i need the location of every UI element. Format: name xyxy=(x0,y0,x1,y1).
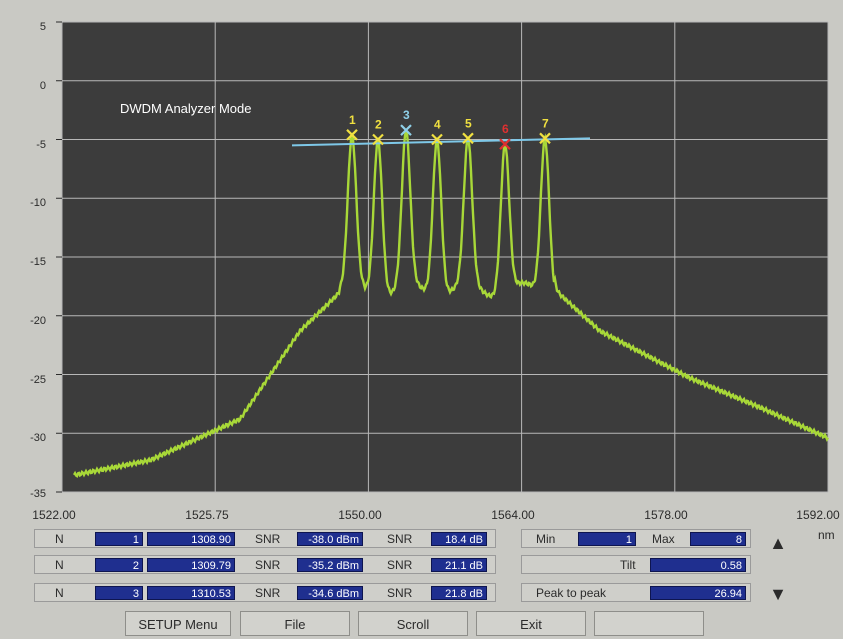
arrow-up-button[interactable]: ▲ xyxy=(769,533,787,553)
peak-to-peak-value: 26.94 xyxy=(650,586,746,600)
peak-marker: 2 xyxy=(372,118,384,146)
peak-marker-label: 4 xyxy=(434,118,441,132)
peak-marker-cross xyxy=(499,138,511,150)
peak-marker-cross xyxy=(539,132,551,145)
min-max-row[interactable]: Min 1 Max 8 xyxy=(521,529,751,548)
peak-marker-cross xyxy=(431,133,443,146)
channel-power: -38.0 dBm xyxy=(297,532,363,546)
peak-marker-cross xyxy=(372,133,384,146)
x-unit-label: nm xyxy=(818,528,835,542)
blank-button[interactable] xyxy=(594,611,704,636)
peak-marker: 3 xyxy=(400,108,412,136)
mode-label: DWDM Analyzer Mode xyxy=(120,101,251,116)
channel-number: 1 xyxy=(95,532,143,546)
tilt-row[interactable]: Tilt 0.58 xyxy=(521,555,751,574)
channel-row[interactable]: N 3 : 1310.53 SNR -34.6 dBm SNR 21.8 dB xyxy=(34,583,496,602)
peak-marker-label: 5 xyxy=(465,116,472,130)
y-tick-label: -35 xyxy=(30,488,46,500)
min-value: 1 xyxy=(578,532,636,546)
channel-n-label: N xyxy=(55,532,64,546)
x-tick-label: 1525.75 xyxy=(185,508,229,522)
peak-to-peak-row[interactable]: Peak to peak 26.94 xyxy=(521,583,751,602)
peak-marker-label: 1 xyxy=(349,113,356,127)
peak-marker-label: 2 xyxy=(375,118,382,132)
x-tick-label: 1578.00 xyxy=(644,508,688,522)
peak-marker-cross xyxy=(346,129,358,141)
peak-marker-cross xyxy=(462,132,474,145)
spectrum-trace xyxy=(72,128,830,478)
peak-marker-label: 3 xyxy=(403,108,410,122)
peak-to-peak-label: Peak to peak xyxy=(536,586,607,600)
x-tick-label: 1592.00 xyxy=(796,508,840,522)
snr-label: SNR xyxy=(255,532,281,546)
y-tick-label: -25 xyxy=(30,374,46,386)
channel-wavelength: 1310.53 xyxy=(147,586,235,600)
channel-row[interactable]: N 2 : 1309.79 SNR -35.2 dBm SNR 21.1 dB xyxy=(34,555,496,574)
peak-marker: 1 xyxy=(346,113,358,141)
snr-label: SNR xyxy=(387,558,413,572)
channel-number: 2 xyxy=(95,558,143,572)
x-tick-label: 1550.00 xyxy=(338,508,382,522)
peak-marker: 4 xyxy=(431,118,443,146)
spectrum-plot: 1 2 3 4 5 6 7 DWDM Analyzer Mode 5 0 -5 -10 -1… xyxy=(30,21,840,542)
reference-line xyxy=(291,137,591,147)
y-tick-label: -10 xyxy=(30,197,46,209)
tilt-value: 0.58 xyxy=(650,558,746,572)
channel-row[interactable]: N 1 : 1308.90 SNR -38.0 dBm SNR 18.4 dB xyxy=(34,529,496,548)
x-tick-label: 1564.00 xyxy=(491,508,535,522)
y-tick-label: 5 xyxy=(39,21,46,33)
snr-label: SNR xyxy=(255,558,281,572)
channel-wavelength: 1309.79 xyxy=(147,558,235,572)
max-value: 8 xyxy=(690,532,746,546)
channel-power: -35.2 dBm xyxy=(297,558,363,572)
peak-marker: 7 xyxy=(539,116,551,145)
channel-snr: 21.8 dB xyxy=(431,586,487,600)
exit-button[interactable]: Exit xyxy=(476,611,586,636)
y-tick-label: -15 xyxy=(30,256,46,268)
x-tick-label: 1522.00 xyxy=(32,508,76,522)
tilt-label: Tilt xyxy=(620,558,636,572)
snr-label: SNR xyxy=(255,586,281,600)
file-button[interactable]: File xyxy=(240,611,350,636)
spectrum-chart: 1 2 3 4 5 6 7 DWDM Analyzer Mode xyxy=(56,21,830,493)
max-label: Max xyxy=(652,532,675,546)
y-tick-label: 0 xyxy=(39,80,46,92)
scroll-button[interactable]: Scroll xyxy=(358,611,468,636)
peak-marker-cross xyxy=(400,124,412,136)
peak-marker-label: 7 xyxy=(542,116,549,130)
setup-menu-button[interactable]: SETUP Menu xyxy=(125,611,231,636)
peak-markers: 1 2 3 4 5 6 7 xyxy=(346,108,551,150)
snr-label: SNR xyxy=(387,532,413,546)
channel-power: -34.6 dBm xyxy=(297,586,363,600)
y-tick-label: -20 xyxy=(30,315,46,327)
y-tick-label: -30 xyxy=(30,432,46,444)
channel-snr: 21.1 dB xyxy=(431,558,487,572)
snr-label: SNR xyxy=(387,586,413,600)
min-label: Min xyxy=(536,532,556,546)
peak-marker: 5 xyxy=(462,116,474,145)
grid-lines xyxy=(61,21,829,493)
y-tick-label: -5 xyxy=(36,139,46,151)
channel-number: 3 xyxy=(95,586,143,600)
channel-wavelength: 1308.90 xyxy=(147,532,235,546)
peak-marker: 6 xyxy=(499,122,511,150)
peak-marker-label: 6 xyxy=(502,122,509,136)
channel-n-label: N xyxy=(55,558,64,572)
arrow-down-button[interactable]: ▼ xyxy=(769,584,787,604)
y-tick-marks xyxy=(56,21,62,493)
channel-snr: 18.4 dB xyxy=(431,532,487,546)
channel-n-label: N xyxy=(55,586,64,600)
